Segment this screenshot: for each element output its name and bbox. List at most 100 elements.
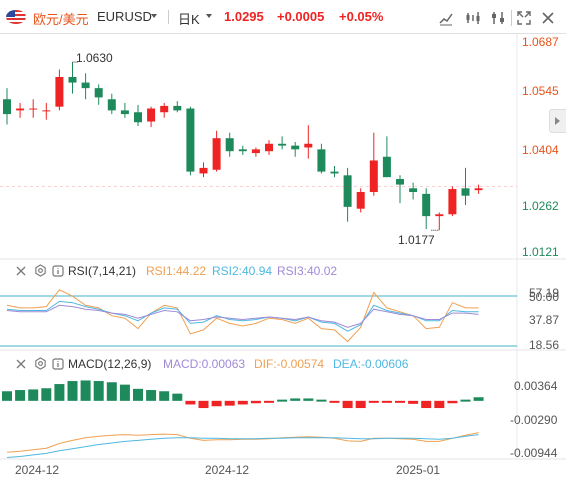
price-axis-label: 1.0687 bbox=[522, 35, 559, 49]
pair-name[interactable]: 欧元/美元 bbox=[33, 12, 89, 27]
divider bbox=[511, 10, 512, 26]
gear-icon[interactable] bbox=[34, 357, 47, 370]
candle-body bbox=[16, 108, 25, 111]
close-icon[interactable] bbox=[540, 10, 556, 26]
macd-axis-label: -0.00290 bbox=[510, 413, 558, 427]
rsi3-line bbox=[6, 304, 479, 328]
candle-body bbox=[278, 143, 287, 146]
chevron-down-icon[interactable] bbox=[151, 14, 157, 18]
macd-histogram-bar bbox=[395, 400, 405, 403]
indicator-icon[interactable] bbox=[465, 10, 481, 26]
price-change-pct: +0.05% bbox=[339, 9, 384, 24]
macd-histogram-bar bbox=[211, 400, 222, 407]
macd-histogram-bar bbox=[303, 398, 314, 401]
x-axis-label: 2024-12 bbox=[15, 463, 60, 477]
candle-body bbox=[435, 214, 444, 217]
candle-body bbox=[68, 76, 77, 83]
macd-histogram-bar bbox=[106, 382, 117, 401]
collapse-icon[interactable] bbox=[16, 266, 26, 276]
macd-axis-label: -0.00944 bbox=[510, 446, 558, 460]
candle-body bbox=[147, 108, 156, 122]
price-axis-label: 1.0121 bbox=[522, 245, 559, 259]
candle-body bbox=[422, 193, 431, 217]
candle-body bbox=[94, 88, 103, 98]
candle-body bbox=[42, 110, 51, 112]
price-axis-label: 1.0404 bbox=[522, 143, 559, 157]
gear-icon[interactable] bbox=[34, 264, 47, 277]
macd-histogram-bar bbox=[93, 381, 104, 401]
candle-body bbox=[3, 99, 11, 115]
price-change: +0.0005 bbox=[277, 9, 325, 24]
macd-histogram-bar bbox=[41, 388, 52, 401]
last-price: 1.0295 bbox=[224, 9, 264, 24]
rsi-axis-label: 37.87 bbox=[529, 313, 560, 327]
rsi-title: RSI(7,14,21) bbox=[68, 264, 137, 278]
draw-line-icon[interactable] bbox=[438, 10, 454, 26]
candle-body bbox=[81, 82, 90, 89]
rsi-panel-header: RSI(7,14,21) RSI1:44.22 RSI2:40.94 RSI3:… bbox=[0, 264, 566, 280]
settings-icon[interactable] bbox=[490, 10, 506, 26]
candle-body bbox=[173, 105, 182, 111]
rsi1-line bbox=[6, 289, 479, 343]
rsi-axis-label: 50.00 bbox=[529, 290, 560, 304]
macd-histogram-bar bbox=[237, 400, 248, 405]
macd-histogram-bar bbox=[15, 390, 26, 401]
x-axis-label: 2024-12 bbox=[205, 463, 250, 477]
dea-line bbox=[6, 434, 479, 458]
high-price-label: 1.0630 bbox=[76, 51, 113, 65]
info-icon[interactable] bbox=[52, 265, 64, 277]
candle-body bbox=[461, 188, 470, 196]
macd-histogram-bar bbox=[316, 399, 327, 402]
fullscreen-icon[interactable] bbox=[516, 10, 532, 26]
macd-histogram-bar bbox=[447, 400, 458, 404]
macd-histogram-bar bbox=[473, 397, 484, 401]
candle-body bbox=[55, 76, 64, 107]
macd-histogram-bar bbox=[355, 400, 366, 409]
macd-title: MACD(12,26,9) bbox=[68, 357, 152, 371]
rsi2-value: RSI2:40.94 bbox=[212, 264, 273, 278]
macd-histogram-bar bbox=[290, 398, 301, 401]
candle-body bbox=[251, 149, 260, 154]
header-separator bbox=[0, 33, 566, 34]
candle-body bbox=[225, 138, 234, 152]
candle-body bbox=[356, 192, 365, 209]
candle-body bbox=[107, 99, 116, 111]
macd-histogram-bar bbox=[250, 400, 261, 404]
candle-body bbox=[199, 167, 208, 174]
candle-body bbox=[120, 110, 129, 115]
macd-panel-header: MACD(12,26,9) MACD:0.00063 DIF:-0.00574 … bbox=[0, 357, 566, 373]
chart-header: 欧元/美元 EURUSD 日K 1.0295 +0.0005 +0.05% bbox=[0, 0, 566, 34]
symbol-code[interactable]: EURUSD bbox=[97, 9, 152, 24]
macd-histogram-bar bbox=[119, 384, 130, 401]
chevron-right-icon bbox=[555, 117, 560, 125]
macd-histogram-bar bbox=[172, 393, 183, 401]
macd-histogram-bar bbox=[133, 388, 143, 401]
chevron-down-icon[interactable] bbox=[206, 14, 212, 18]
candle-body bbox=[134, 112, 142, 123]
candle-body bbox=[265, 143, 273, 152]
macd-histogram-bar bbox=[67, 381, 78, 401]
candle-body bbox=[409, 188, 418, 193]
info-icon[interactable] bbox=[52, 358, 64, 370]
price-axis-label: 1.0262 bbox=[522, 199, 559, 213]
divider bbox=[168, 10, 169, 24]
candle-body bbox=[212, 138, 221, 170]
candle-body bbox=[474, 188, 483, 191]
macd-histogram-bar bbox=[408, 400, 419, 404]
macd-histogram-bar bbox=[329, 400, 340, 403]
candle-body bbox=[317, 149, 326, 172]
dea-value: DEA:-0.00606 bbox=[333, 357, 409, 371]
timeframe-selector[interactable]: 日K bbox=[178, 12, 200, 27]
candle-body bbox=[330, 171, 339, 174]
candle-body bbox=[369, 160, 378, 193]
collapse-icon[interactable] bbox=[16, 359, 26, 369]
rsi1-value: RSI1:44.22 bbox=[146, 264, 207, 278]
macd-histogram-bar bbox=[198, 400, 209, 409]
scroll-to-latest-button[interactable] bbox=[549, 109, 566, 133]
macd-histogram-bar bbox=[277, 399, 288, 402]
macd-histogram-bar bbox=[2, 391, 12, 401]
candle-body bbox=[304, 143, 313, 148]
candle-body bbox=[448, 189, 457, 215]
candle-body bbox=[382, 156, 391, 178]
